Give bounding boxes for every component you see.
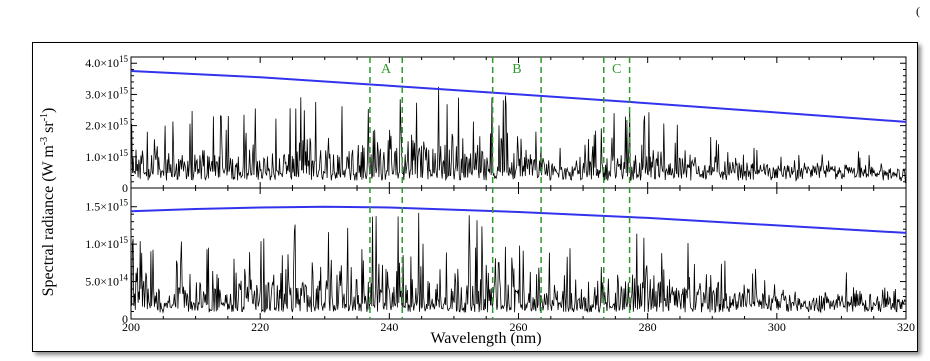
- region-b-label: B: [512, 62, 521, 77]
- bottom-y-tick-label: 0: [122, 312, 128, 326]
- top-y-tick-label: 0: [122, 181, 128, 195]
- chart-frame: 0 1.0×1015 2.0×1015 3.0×1015 4.0×1015 0 5.0×1…: [32, 42, 918, 352]
- x-tick-label: 220: [251, 320, 269, 334]
- y-axis-title-part: sr: [40, 121, 57, 137]
- x-tick-label: 260: [510, 320, 528, 334]
- top-fit-line: [130, 70, 907, 123]
- spectral-radiance-chart: 0 1.0×1015 2.0×1015 3.0×1015 4.0×1015 0 5.0×1…: [39, 54, 915, 347]
- y-axis-title: Spectral radiance (W m-3 sr-1): [39, 108, 57, 297]
- x-tick-label: 200: [122, 320, 140, 334]
- x-axis-title: Wavelength (nm): [430, 330, 541, 347]
- x-tick-label: 280: [639, 320, 657, 334]
- y-axis-title-part: Spectral radiance (W m: [40, 145, 57, 297]
- y-axis-title-part: ): [40, 108, 57, 113]
- region-c-label: C: [612, 62, 621, 77]
- bottom-spectrum-line: [130, 212, 906, 314]
- top-panel: 0 1.0×1015 2.0×1015 3.0×1015 4.0×1015: [85, 54, 907, 195]
- top-y-tick-label: 2.0×1015: [85, 117, 128, 133]
- bottom-y-tick-label: 5.0×1014: [85, 273, 128, 289]
- top-y-tick-label: 3.0×1015: [85, 85, 128, 101]
- y-axis-title-part: -1: [39, 113, 50, 121]
- x-axis: 200 220 240 260 280 300 320: [122, 320, 915, 334]
- bottom-fit-line: [130, 205, 907, 234]
- bottom-y-tick-label: 1.0×1015: [85, 235, 128, 251]
- corner-mark: (: [916, 4, 920, 18]
- y-axis-title-part: -3: [39, 137, 50, 145]
- bottom-y-tick-label: 1.5×1015: [85, 198, 128, 214]
- top-y-tick-label: 1.0×1015: [85, 148, 128, 164]
- top-y-tick-label: 4.0×1015: [85, 54, 128, 70]
- x-tick-label: 240: [380, 320, 398, 334]
- top-spectrum-line: [130, 86, 906, 184]
- x-tick-label: 300: [768, 320, 786, 334]
- x-tick-label: 320: [897, 320, 915, 334]
- bottom-panel: 0 5.0×1014 1.0×1015 1.5×1015: [85, 187, 907, 326]
- region-markers: A B C: [369, 57, 631, 319]
- region-a-label: A: [381, 62, 392, 77]
